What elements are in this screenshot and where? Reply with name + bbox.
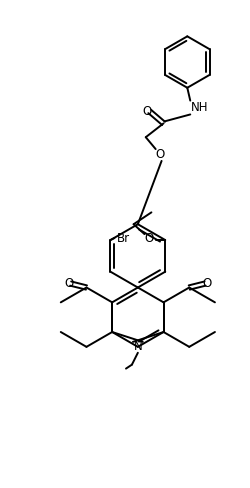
Text: N: N [134,340,142,353]
Text: O: O [155,148,164,162]
Text: O: O [145,232,154,244]
Text: O: O [64,277,73,290]
Text: O: O [202,277,212,290]
Text: NH: NH [191,101,209,114]
Text: Br: Br [116,232,130,244]
Text: O: O [142,105,152,118]
